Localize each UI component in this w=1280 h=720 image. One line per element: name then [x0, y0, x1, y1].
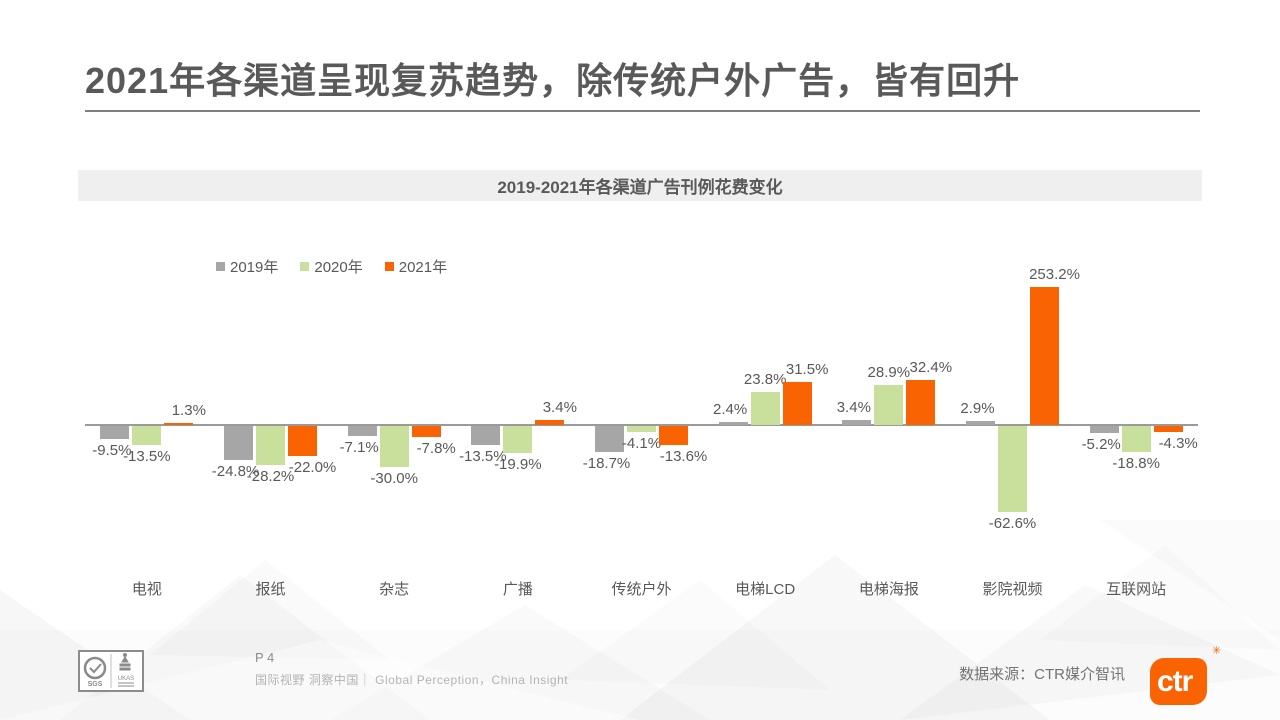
- bar-value-label: -4.3%: [1158, 434, 1198, 452]
- bar: [906, 380, 936, 425]
- category-label: 电梯海报: [858, 581, 919, 598]
- bar: [379, 426, 409, 468]
- legend-label: 2020年: [314, 259, 363, 276]
- chart-title-bar: 2019-2021年各渠道广告刊例花费变化: [78, 170, 1202, 201]
- bar: [998, 426, 1027, 513]
- x-axis-line: [85, 424, 1198, 426]
- category-label: 广播: [502, 581, 533, 598]
- bar-value-label: 253.2%: [1029, 266, 1080, 283]
- bar: [100, 426, 130, 440]
- bar-value-label: 3.4%: [836, 399, 871, 417]
- bar-value-label: -22.0%: [288, 459, 337, 477]
- chart-legend: 2019年 2020年 2021年: [216, 256, 447, 277]
- bar-value-label: -18.8%: [1112, 454, 1160, 472]
- bar-value-label: -19.9%: [494, 456, 542, 474]
- bar: [627, 426, 656, 432]
- svg-text:SGS: SGS: [88, 681, 103, 688]
- legend-item: 2021年: [384, 256, 448, 277]
- bar-value-label: -13.5%: [123, 447, 171, 465]
- bar-value-label: 32.4%: [909, 359, 953, 377]
- data-source-note: 数据来源：CTR媒介智讯: [959, 666, 1125, 683]
- bar-value-label: 28.9%: [867, 364, 911, 382]
- bar-chart-plot: 电视 -9.5% -13.5% 1.3% 报纸 -24.8% -28.2% -22.0% 杂志 -…: [85, 266, 1198, 600]
- bar-value-label: -7.8%: [416, 439, 456, 457]
- bar-value-label: -13.6%: [659, 447, 708, 465]
- bar: [256, 426, 285, 465]
- bar-value-label: 2.9%: [960, 400, 995, 417]
- bar-value-label: -13.5%: [459, 447, 507, 465]
- bar-value-label: -4.1%: [621, 434, 662, 452]
- bar: [718, 421, 748, 425]
- title-divider: [85, 110, 1200, 112]
- bar: [782, 381, 812, 425]
- bar: [750, 392, 780, 425]
- legend-item: 2019年: [216, 256, 278, 277]
- footer-tagline: 国际视野 洞察中国｜ Global Perception，China Insig…: [255, 673, 569, 687]
- page-number: P 4: [255, 650, 275, 665]
- bar-value-label: -24.8%: [211, 463, 260, 481]
- certification-badges: SGS UKAS: [78, 650, 144, 692]
- bar: [411, 426, 441, 437]
- category-label: 杂志: [379, 581, 410, 598]
- bar: [1153, 426, 1183, 432]
- bar-value-label: 3.4%: [542, 399, 577, 417]
- bar-value-label: -62.6%: [988, 515, 1037, 533]
- bar: [874, 385, 904, 425]
- ukas-badge-icon: [119, 653, 131, 671]
- registered-mark-icon: ✳: [1212, 645, 1222, 657]
- bar-value-label: -9.5%: [92, 442, 132, 460]
- category-label: 影院视频: [982, 581, 1043, 598]
- bar: [659, 426, 688, 445]
- bar: [164, 423, 194, 425]
- bar: [288, 426, 317, 457]
- legend-label: 2019年: [230, 259, 279, 276]
- legend-swatch-icon: [300, 262, 310, 271]
- bar-value-label: -18.7%: [582, 454, 631, 472]
- bar: [1121, 426, 1151, 452]
- category-label: 电视: [131, 581, 162, 598]
- category-label: 电梯LCD: [735, 581, 796, 598]
- bar-value-label: 2.4%: [713, 400, 748, 418]
- bar: [471, 426, 501, 445]
- bar: [347, 426, 377, 436]
- category-label: 报纸: [255, 581, 286, 598]
- slide-title: 2021年各渠道呈现复苏趋势，除传统户外广告，皆有回升: [85, 60, 1021, 101]
- bar-value-label: 23.8%: [743, 371, 787, 389]
- bar-value-label: 1.3%: [171, 402, 206, 420]
- legend-swatch-icon: [384, 262, 394, 271]
- bar-value-label: -30.0%: [370, 470, 418, 488]
- bar: [503, 426, 533, 454]
- legend-swatch-icon: [216, 262, 225, 271]
- bar: [535, 420, 565, 425]
- chart-title: 2019-2021年各渠道广告刊例花费变化: [497, 178, 783, 197]
- bar-value-label: -28.2%: [246, 467, 295, 485]
- bar: [224, 426, 253, 461]
- bar: [1089, 426, 1119, 434]
- category-label: 传统户外: [611, 581, 672, 598]
- svg-text:UKAS: UKAS: [118, 676, 134, 682]
- sgs-badge-icon: [83, 656, 107, 680]
- bar: [132, 426, 162, 445]
- bar: [842, 420, 872, 425]
- bar-value-label: 31.5%: [785, 360, 829, 378]
- ctr-logo: ctr: [1150, 658, 1207, 705]
- category-label: 互联网站: [1106, 581, 1167, 598]
- bar: [595, 426, 624, 452]
- bar-value-label: -7.1%: [339, 438, 379, 456]
- bar: [1030, 287, 1059, 425]
- bar: [966, 421, 995, 425]
- legend-label: 2021年: [398, 259, 448, 276]
- bar-value-label: -5.2%: [1081, 436, 1121, 454]
- legend-item: 2020年: [300, 256, 363, 277]
